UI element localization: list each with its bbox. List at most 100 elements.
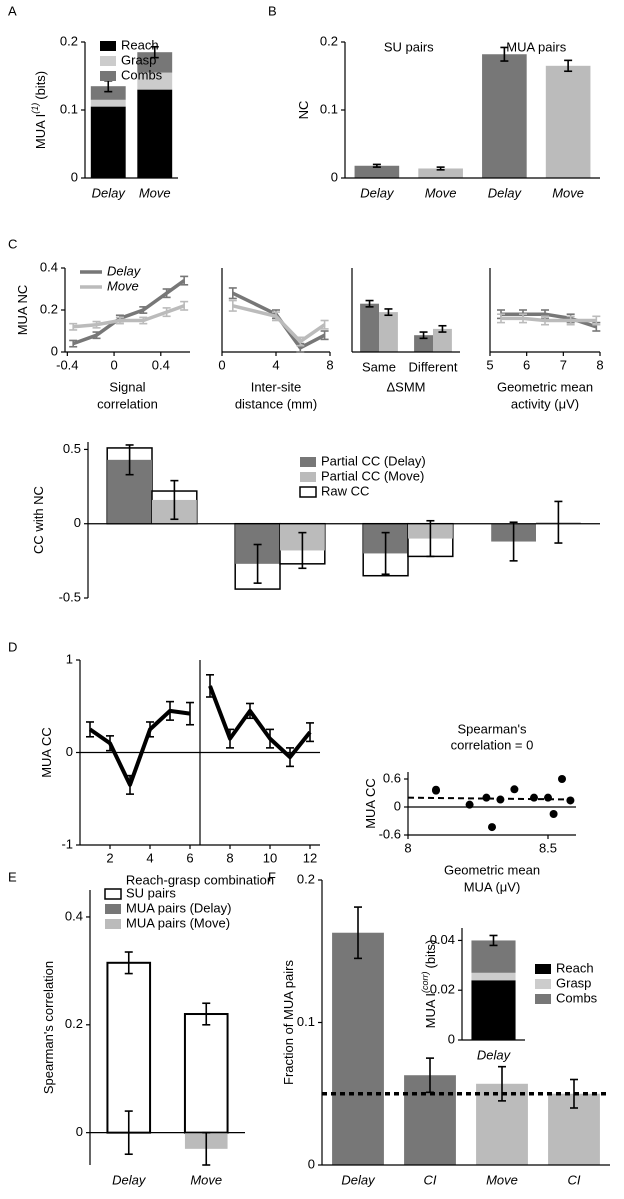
y-tick-label: 0	[51, 343, 58, 358]
y-axis-label: CC with NC	[31, 486, 46, 554]
y-axis-label-text: NC	[296, 101, 311, 120]
bar	[137, 72, 173, 90]
point	[432, 786, 440, 795]
bar	[90, 106, 126, 178]
group-label: MUA pairs	[506, 39, 566, 54]
x-tick-label: 2	[106, 850, 113, 865]
y-axis-label-text: Spearman's correlation	[41, 961, 56, 1094]
y-axis-label: MUA I(corr) (bits)	[420, 940, 438, 1029]
panel-label: C	[8, 236, 17, 251]
x-tick-label: 8.5	[539, 840, 557, 855]
x-tick-label: Move	[486, 1172, 518, 1187]
group-label: SU pairs	[384, 39, 434, 54]
x-tick-label: 6	[186, 850, 193, 865]
legend-swatch	[100, 71, 116, 81]
y-tick-label: 0.6	[383, 770, 401, 785]
line	[72, 279, 186, 346]
x-tick-label: 10	[263, 850, 277, 865]
x-tick-label: CI	[424, 1172, 437, 1187]
y-axis-label-text: Fraction of MUA pairs	[281, 960, 296, 1085]
x-tick-label: 4	[146, 850, 153, 865]
x-axis-label: activity (μV)	[511, 396, 579, 411]
legend-label: Partial CC (Move)	[321, 468, 424, 483]
y-tick-label: 0	[331, 169, 338, 184]
y-axis-label: MUA NC	[15, 285, 30, 336]
legend-label: MUA pairs (Move)	[126, 915, 230, 930]
x-tick-label: 5	[486, 357, 493, 372]
legend-label: Raw CC	[321, 483, 369, 498]
y-tick-label: 0.5	[63, 441, 81, 456]
y-axis-label-sup: (corr)	[420, 971, 430, 993]
y-axis-label-unit: (bits)	[423, 940, 438, 969]
y-tick-label: 0.2	[297, 871, 315, 886]
legend-label: Combs	[121, 67, 163, 82]
bar	[418, 168, 463, 178]
legend-swatch	[300, 457, 316, 467]
point	[549, 810, 558, 818]
x-tick-label: Delay	[92, 185, 127, 200]
x-tick-label: Delay	[360, 185, 395, 200]
bar	[137, 52, 173, 73]
y-tick-label: 0.02	[430, 982, 455, 997]
y-tick-label: 0.1	[60, 101, 78, 116]
panel-label: A	[8, 3, 17, 18]
y-tick-label: 0	[71, 169, 78, 184]
bar	[433, 328, 452, 352]
y-tick-label: 0.1	[297, 1014, 315, 1029]
y-tick-label: 0	[74, 515, 81, 530]
x-tick-label: Different	[409, 359, 458, 374]
x-tick-label: 4	[272, 357, 279, 372]
legend-label: Grasp	[556, 975, 591, 990]
fit-line	[407, 796, 577, 801]
bar	[360, 303, 379, 352]
legend-swatch	[299, 486, 317, 498]
bar	[545, 65, 591, 178]
bar	[482, 54, 527, 178]
x-tick-label: 0	[218, 357, 225, 372]
x-tick-label: 0	[110, 357, 117, 372]
x-axis-label: distance (mm)	[235, 396, 317, 411]
legend-label: Reach	[556, 960, 594, 975]
legend-swatch	[535, 979, 551, 989]
y-axis-label: Spearman's correlation	[41, 961, 56, 1094]
legend-label: SU pairs	[126, 885, 176, 900]
y-axis-label: MUA I(1) (bits)	[30, 71, 48, 149]
legend-swatch	[535, 964, 551, 974]
x-tick-label: 7	[560, 357, 567, 372]
legend-label: Delay	[107, 263, 142, 278]
y-axis-label: MUA CC	[363, 778, 378, 829]
x-axis-label: MUA (μV)	[464, 879, 521, 894]
y-axis-label-text: MUA CC	[39, 727, 54, 778]
x-tick-label: Move	[552, 185, 584, 200]
legend-swatch	[300, 472, 316, 482]
line	[501, 316, 597, 323]
y-axis-label-text: MUA I	[33, 114, 48, 149]
x-axis-label: correlation	[97, 396, 158, 411]
legend-swatch	[100, 56, 116, 66]
y-axis-label-text: MUA NC	[15, 285, 30, 336]
panel-label: E	[8, 869, 17, 884]
legend-label: Reach	[121, 37, 159, 52]
x-tick-label: 8	[326, 357, 333, 372]
line	[208, 685, 312, 760]
y-tick-label: 1	[66, 651, 73, 666]
y-tick-label: 0	[394, 798, 401, 813]
y-axis-label-text: MUA I	[423, 993, 438, 1028]
legend-swatch	[105, 919, 121, 929]
x-tick-label: 8	[404, 840, 411, 855]
x-tick-label: Delay	[341, 1172, 376, 1187]
y-axis-label: Fraction of MUA pairs	[281, 960, 296, 1085]
y-axis-label-text: MUA CC	[363, 778, 378, 829]
y-tick-label: 0	[308, 1156, 315, 1171]
x-tick-label: 8	[226, 850, 233, 865]
y-tick-label: 0.4	[40, 259, 58, 274]
x-tick-label: Move	[425, 185, 457, 200]
y-axis-label: MUA CC	[39, 727, 54, 778]
y-tick-label: -0.5	[59, 589, 81, 604]
y-axis-label-unit: (bits)	[33, 71, 48, 100]
legend-swatch	[535, 994, 551, 1004]
legend-swatch	[100, 41, 116, 51]
x-tick-label: 6	[523, 357, 530, 372]
y-tick-label: -0.6	[379, 826, 401, 841]
